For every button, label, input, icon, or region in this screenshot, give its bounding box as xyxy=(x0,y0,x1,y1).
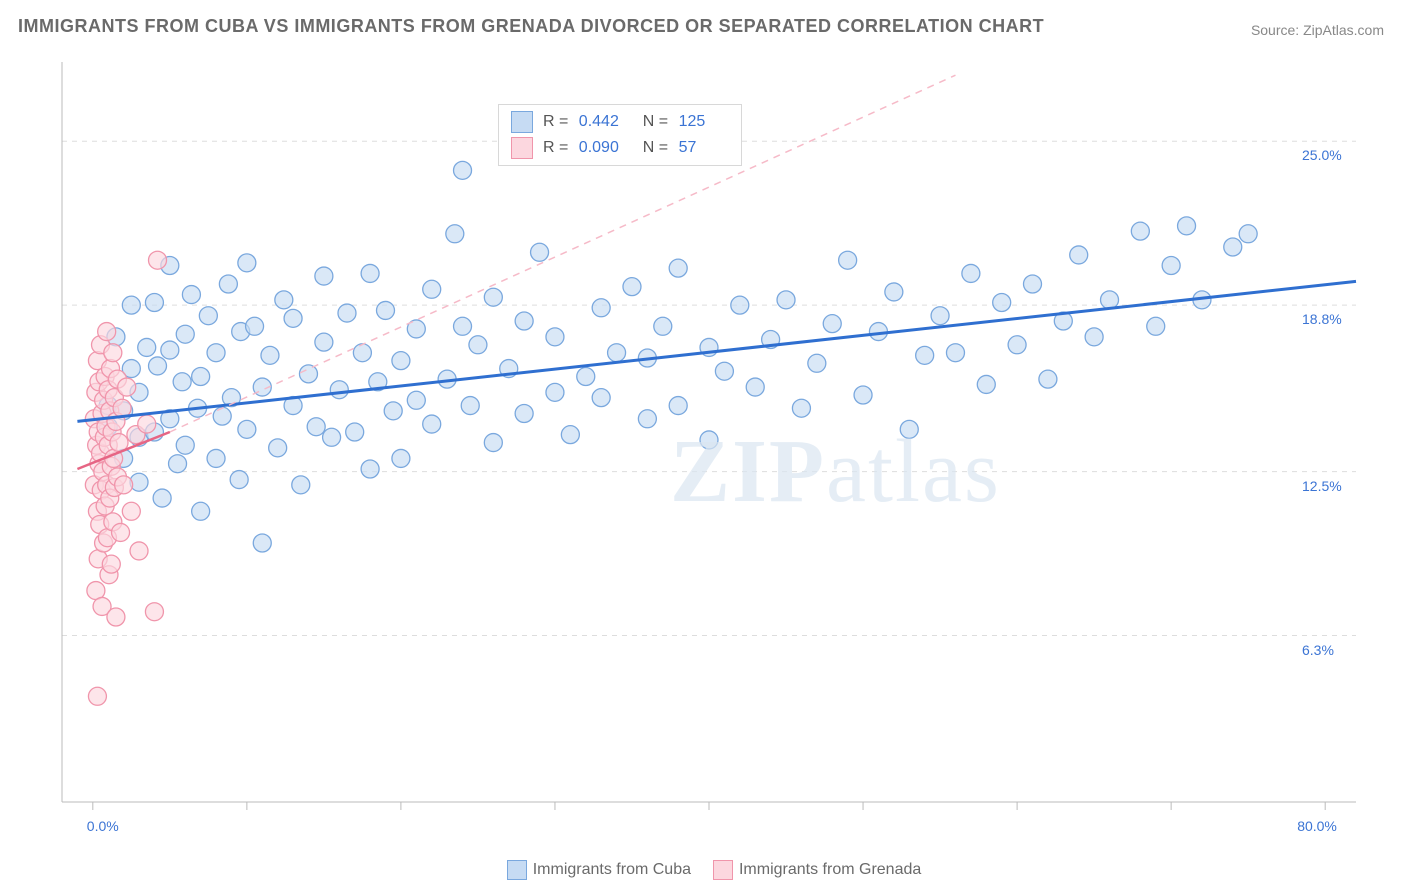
footer-legend: Immigrants from Cuba Immigrants from Gren… xyxy=(0,860,1406,880)
x-right-label: 80.0% xyxy=(1297,818,1337,834)
n-label: N = xyxy=(643,113,673,131)
series-swatch xyxy=(511,137,533,159)
correlation-legend-box: R = 0.442 N = 125 R = 0.090 N = 57 xyxy=(498,104,742,166)
legend-swatch xyxy=(507,860,527,880)
corr-row: R = 0.090 N = 57 xyxy=(499,135,741,161)
r-value: 0.090 xyxy=(579,139,629,157)
corr-row: R = 0.442 N = 125 xyxy=(499,109,741,135)
y-tick-label: 6.3% xyxy=(1302,642,1334,658)
series-swatch xyxy=(511,111,533,133)
source-link[interactable]: ZipAtlas.com xyxy=(1303,22,1384,38)
n-label: N = xyxy=(643,139,673,157)
legend-swatch xyxy=(713,860,733,880)
y-tick-label: 12.5% xyxy=(1302,478,1342,494)
n-value: 57 xyxy=(679,139,729,157)
source-prefix: Source: xyxy=(1251,22,1303,38)
source-attribution: Source: ZipAtlas.com xyxy=(1251,22,1384,38)
scatter-plot xyxy=(50,50,1366,832)
chart-area: Divorced or Separated ZIPatlas R = 0.442… xyxy=(50,50,1370,830)
r-value: 0.442 xyxy=(579,113,629,131)
r-label: R = xyxy=(543,139,573,157)
y-tick-label: 25.0% xyxy=(1302,147,1342,163)
r-label: R = xyxy=(543,113,573,131)
x-left-label: 0.0% xyxy=(87,818,119,834)
legend-label: Immigrants from Grenada xyxy=(739,861,921,878)
legend-label: Immigrants from Cuba xyxy=(533,861,691,878)
chart-title: IMMIGRANTS FROM CUBA VS IMMIGRANTS FROM … xyxy=(18,16,1044,37)
y-tick-label: 18.8% xyxy=(1302,311,1342,327)
n-value: 125 xyxy=(679,113,729,131)
